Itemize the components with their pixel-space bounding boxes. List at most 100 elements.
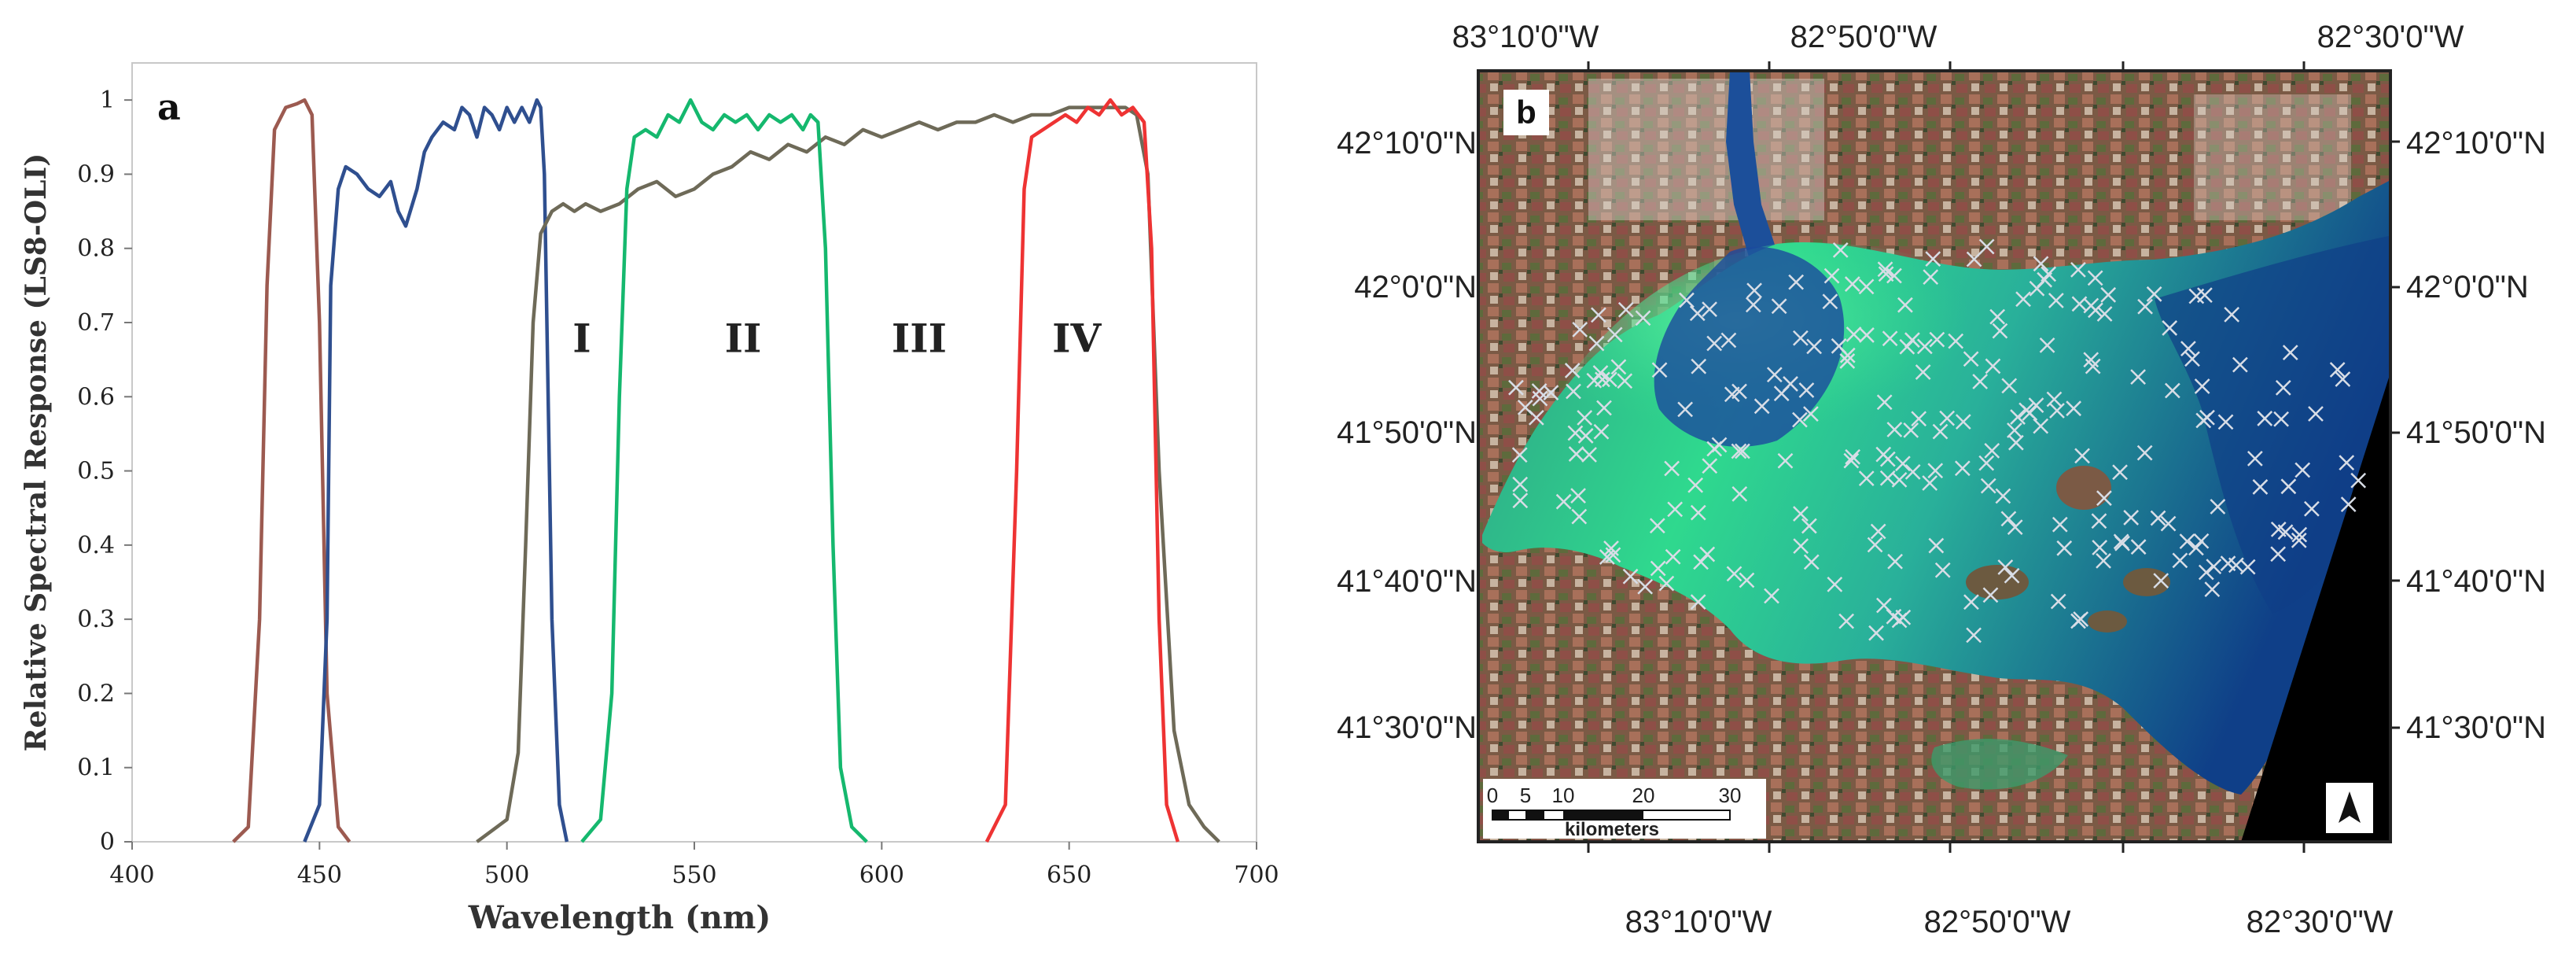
x-marker <box>2039 337 2055 353</box>
x-tick-label: 700 <box>1234 861 1279 889</box>
band-annotation: I <box>572 315 591 362</box>
x-marker <box>2033 256 2049 272</box>
x-marker <box>2052 516 2068 533</box>
x-marker <box>1650 560 1666 577</box>
y-axis-title: Relative Spectral Response (LS8-OLI) <box>20 153 53 752</box>
x-marker <box>2308 406 2324 422</box>
x-marker <box>2113 533 2129 550</box>
lat-labels-left: 42°10'0"N 42°0'0"N 41°50'0"N 41°40'0"N 4… <box>1337 126 1477 745</box>
x-marker <box>2071 296 2088 312</box>
lat-label-left: 42°0'0"N <box>1354 270 1477 304</box>
x-marker <box>2164 382 2180 399</box>
x-marker <box>2294 462 2311 478</box>
x-marker <box>1511 447 1528 463</box>
panel-label-b: b <box>1516 94 1536 131</box>
x-marker <box>2004 567 2020 584</box>
x-marker <box>1903 422 1919 438</box>
x-marker <box>2096 490 2112 507</box>
panel-label-a: a <box>157 86 181 128</box>
x-marker <box>1904 332 1920 349</box>
y-tick-label: 0.2 <box>77 680 115 707</box>
x-marker <box>1844 276 1860 292</box>
x-marker <box>2070 262 2086 278</box>
x-marker <box>1803 554 1820 570</box>
x-marker <box>2074 448 2090 464</box>
x-marker <box>2096 306 2113 322</box>
scale-segment <box>1563 810 1643 820</box>
x-marker <box>1667 501 1684 518</box>
scale-tick-label: 5 <box>1520 784 1531 807</box>
x-marker <box>1793 538 1809 554</box>
spectral-chart-panel: 400 450 500 550 600 650 700 0 0.1 0.2 0.3 0.4 0.5 0.… <box>0 0 1290 955</box>
x-marker <box>1735 443 1750 459</box>
x-marker <box>1706 441 1723 457</box>
x-marker <box>2339 455 2355 470</box>
x-marker <box>1895 609 1912 625</box>
x-marker <box>2195 412 2212 429</box>
x-marker <box>1764 588 1779 604</box>
x-marker <box>1887 553 1903 570</box>
scale-tick-label: 30 <box>1719 784 1742 807</box>
x-marker <box>1793 506 1809 522</box>
north-arrow-glyph <box>2339 791 2361 823</box>
x-marker <box>2232 356 2248 373</box>
x-marker <box>1859 327 1875 343</box>
x-marker <box>1792 330 1809 346</box>
series-line-red <box>984 98 1180 843</box>
x-marker <box>1838 613 1855 629</box>
x-marker <box>1706 335 1723 352</box>
x-marker <box>2136 444 2153 461</box>
x-marker <box>1564 363 1581 378</box>
x-marker <box>2198 564 2214 581</box>
x-tick-label: 600 <box>859 861 904 889</box>
x-axis: 400 450 500 550 600 650 700 <box>109 842 1279 889</box>
x-marker <box>1699 546 1716 562</box>
lon-labels-top: 83°10'0"W 82°50'0"W 82°30'0"W <box>1452 20 2464 54</box>
x-marker <box>1980 478 1996 494</box>
x-marker <box>1978 238 1995 255</box>
x-marker <box>1879 470 1896 486</box>
x-marker <box>1911 411 1927 427</box>
band-annotation: IV <box>1052 315 1102 362</box>
x-marker <box>1827 576 1843 592</box>
spectral-chart: 400 450 500 550 600 650 700 0 0.1 0.2 0.3 0.4 0.5 0.… <box>0 0 1290 955</box>
x-marker <box>1823 267 1840 284</box>
x-marker <box>1868 625 1884 641</box>
x-marker <box>1858 278 1875 295</box>
x-marker <box>2153 573 2169 589</box>
x-marker <box>2085 358 2101 374</box>
x-marker <box>2050 593 2066 610</box>
x-marker <box>2304 500 2320 517</box>
x-tick-label: 550 <box>672 861 716 889</box>
x-axis-title: Wavelength (nm) <box>468 899 771 936</box>
x-marker <box>1766 367 1783 383</box>
x-marker <box>2066 400 2082 417</box>
x-marker <box>1982 587 1999 603</box>
x-tick-label: 650 <box>1047 861 1091 889</box>
x-marker <box>2335 371 2351 387</box>
x-marker <box>2210 499 2226 515</box>
x-marker <box>1995 488 2011 504</box>
band-annotation: III <box>892 315 947 362</box>
x-marker <box>2329 362 2346 378</box>
lat-label-left: 41°30'0"N <box>1337 710 1477 745</box>
x-marker <box>1665 548 1681 565</box>
x-marker <box>1690 594 1706 610</box>
series-line-coastal-aerosol <box>232 98 351 843</box>
x-marker <box>1512 492 1529 509</box>
lat-label-left: 42°10'0"N <box>1337 126 1477 160</box>
x-marker <box>2273 411 2290 427</box>
x-marker <box>1806 338 1823 355</box>
x-marker <box>1989 308 2006 325</box>
x-marker <box>1512 476 1529 492</box>
x-marker <box>2007 434 2024 451</box>
island <box>2056 466 2111 510</box>
x-marker <box>1875 446 1892 463</box>
x-marker <box>1916 338 1933 355</box>
x-marker <box>1602 371 1617 388</box>
x-marker <box>2275 380 2291 396</box>
x-marker <box>2188 540 2204 556</box>
x-marker <box>1592 365 1609 381</box>
x-marker <box>2194 378 2210 394</box>
x-marker <box>1599 549 1615 565</box>
